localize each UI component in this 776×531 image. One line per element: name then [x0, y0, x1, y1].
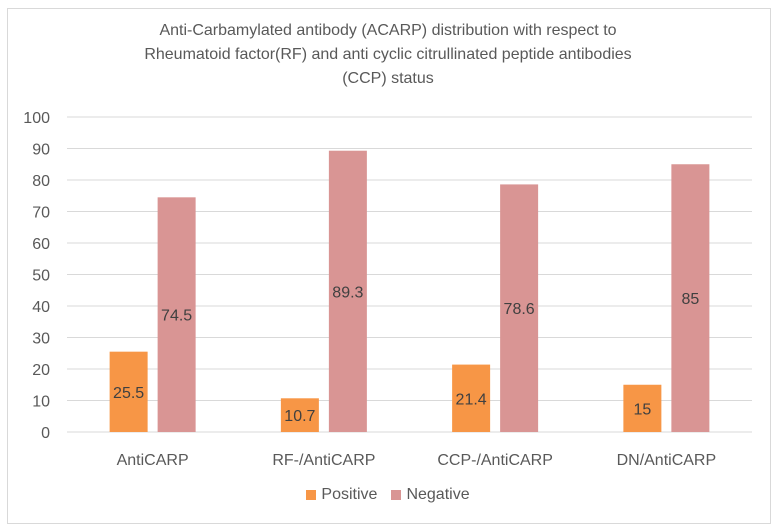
x-category-label: AntiCARP: [117, 452, 189, 469]
y-tick-label: 40: [32, 299, 50, 316]
data-label: 21.4: [456, 391, 487, 408]
chart-title: Anti-Carbamylated antibody (ACARP) distr…: [0, 19, 776, 91]
y-tick-label: 10: [32, 394, 50, 411]
y-tick-label: 60: [32, 236, 50, 253]
data-label: 89.3: [332, 284, 363, 301]
legend-label-positive: Positive: [321, 486, 378, 503]
y-tick-label: 30: [32, 331, 50, 348]
chart-title-line-1: Anti-Carbamylated antibody (ACARP) distr…: [159, 22, 617, 39]
legend-swatch-negative: [391, 490, 402, 500]
legend-item-positive: Positive: [306, 486, 377, 504]
bar-negative: [671, 164, 710, 432]
chart-title-line-2: Rheumatoid factor(RF) and anti cyclic ci…: [144, 46, 632, 63]
bar-negative: [500, 184, 539, 432]
data-label: 74.5: [161, 308, 192, 325]
x-category-label: CCP-/AntiCARP: [437, 452, 553, 469]
data-label: 10.7: [284, 408, 315, 425]
bar-positive: [109, 351, 148, 432]
legend-swatch-positive: [306, 490, 317, 500]
bar-positive: [280, 398, 319, 432]
legend-label-negative: Negative: [406, 486, 470, 503]
data-label: 85: [681, 291, 699, 308]
y-tick-label: 50: [32, 268, 50, 285]
y-tick-label: 70: [32, 205, 50, 222]
bar-positive: [623, 384, 662, 432]
chart-title-line-3: (CCP) status: [342, 70, 434, 87]
data-label: 78.6: [504, 301, 535, 318]
legend: Positive Negative: [0, 486, 776, 504]
y-tick-label: 100: [23, 110, 50, 127]
legend-item-negative: Negative: [391, 486, 470, 504]
y-tick-label: 20: [32, 362, 50, 379]
y-tick-label: 0: [41, 425, 50, 442]
data-label: 25.5: [113, 385, 144, 402]
bar-negative: [328, 150, 367, 432]
x-category-label: RF-/AntiCARP: [272, 452, 375, 469]
bar-negative: [157, 197, 196, 432]
bar-positive: [452, 364, 491, 432]
y-tick-label: 80: [32, 173, 50, 190]
data-label: 15: [633, 401, 651, 418]
chart-area: [7, 8, 771, 524]
x-category-label: DN/AntiCARP: [617, 452, 717, 469]
y-tick-label: 90: [32, 142, 50, 159]
